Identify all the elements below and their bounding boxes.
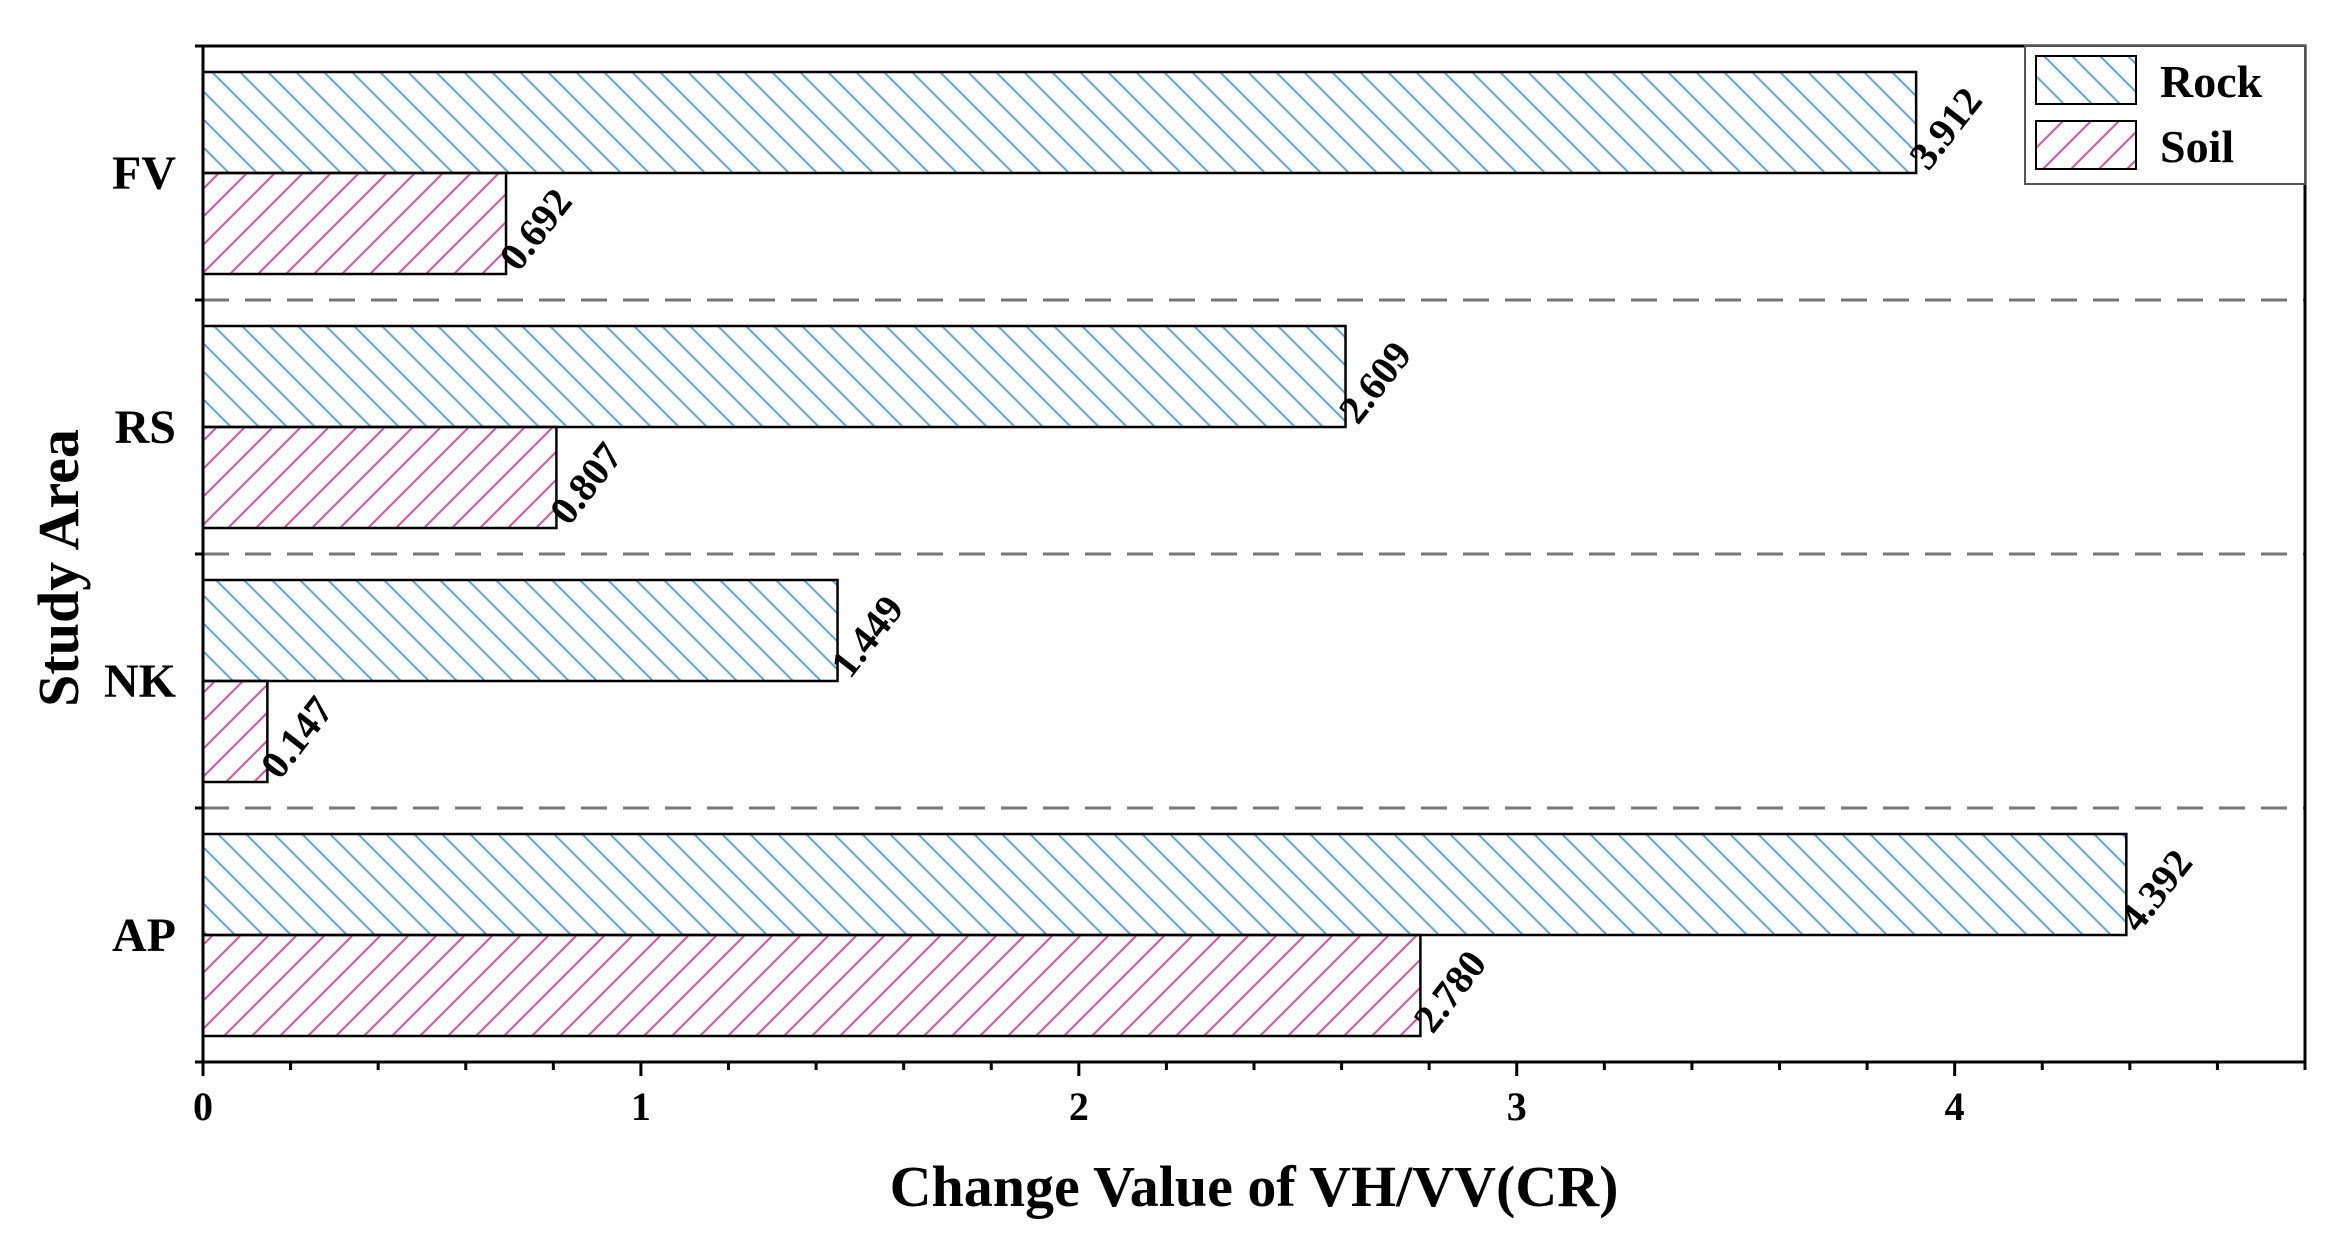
x-tick-label-2: 2	[1069, 1084, 1089, 1129]
bar-soil-rs	[201, 425, 558, 530]
legend: Rock Soil	[2024, 45, 2306, 185]
x-tick-label-1: 1	[631, 1084, 651, 1129]
legend-swatch-rock	[2035, 55, 2137, 105]
legend-label-soil: Soil	[2160, 121, 2234, 172]
legend-swatch-soil	[2035, 120, 2137, 170]
x-tick-label-3: 3	[1507, 1084, 1527, 1129]
bar-rock-nk	[201, 578, 839, 683]
x-axis-title: Change Value of VH/VV(CR)	[890, 1154, 1619, 1219]
bar-soil-ap	[201, 933, 1422, 1038]
legend-label-rock: Rock	[2160, 56, 2263, 107]
bar-rock-ap	[201, 832, 2128, 937]
category-label-rs: RS	[115, 401, 176, 454]
bar-soil-fv	[201, 171, 508, 276]
y-axis-title: Study Area	[26, 429, 91, 707]
x-tick-label-0: 0	[193, 1084, 213, 1129]
category-label-fv: FV	[112, 147, 176, 200]
category-label-nk: NK	[104, 655, 176, 708]
bar-rock-fv	[201, 70, 1918, 175]
bar-soil-nk	[201, 679, 269, 784]
x-tick-label-4: 4	[1945, 1084, 1965, 1129]
bar-rock-rs	[201, 324, 1347, 429]
category-label-ap: AP	[112, 909, 176, 962]
